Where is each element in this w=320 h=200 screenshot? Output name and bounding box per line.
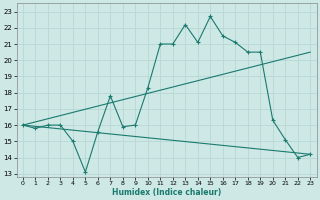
X-axis label: Humidex (Indice chaleur): Humidex (Indice chaleur) (112, 188, 221, 197)
